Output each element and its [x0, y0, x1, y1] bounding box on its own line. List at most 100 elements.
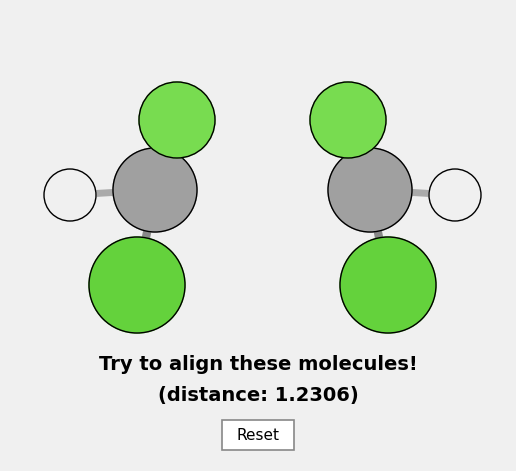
Circle shape [373, 267, 382, 277]
Circle shape [346, 165, 382, 201]
Circle shape [157, 98, 185, 127]
Circle shape [437, 177, 467, 207]
Circle shape [57, 181, 75, 199]
Circle shape [122, 157, 181, 216]
Circle shape [439, 178, 465, 204]
Circle shape [47, 172, 90, 215]
Circle shape [327, 97, 359, 130]
Circle shape [438, 178, 465, 205]
Circle shape [314, 85, 380, 152]
Circle shape [432, 172, 475, 215]
Circle shape [112, 259, 146, 292]
Circle shape [440, 179, 462, 202]
Circle shape [333, 103, 348, 119]
Circle shape [340, 159, 392, 211]
Circle shape [332, 103, 349, 120]
Circle shape [111, 258, 148, 294]
Circle shape [324, 95, 363, 135]
Circle shape [324, 95, 362, 133]
Circle shape [107, 254, 155, 302]
Circle shape [100, 247, 167, 314]
Circle shape [310, 82, 386, 158]
Circle shape [329, 149, 411, 231]
Circle shape [431, 171, 477, 217]
Circle shape [159, 101, 181, 122]
Circle shape [129, 162, 171, 205]
Circle shape [155, 97, 188, 130]
Circle shape [370, 266, 385, 280]
Circle shape [366, 261, 393, 288]
Circle shape [45, 171, 93, 219]
Circle shape [61, 185, 68, 191]
Circle shape [374, 269, 379, 274]
Circle shape [357, 174, 365, 183]
Circle shape [57, 181, 74, 198]
Circle shape [338, 158, 395, 214]
Circle shape [97, 244, 171, 319]
Circle shape [96, 244, 173, 321]
Circle shape [89, 237, 185, 333]
Circle shape [320, 92, 368, 139]
Circle shape [372, 267, 383, 278]
Circle shape [356, 252, 409, 305]
Circle shape [434, 174, 472, 211]
Circle shape [165, 106, 172, 114]
Circle shape [336, 156, 397, 217]
Circle shape [339, 158, 394, 213]
Circle shape [56, 180, 76, 200]
Circle shape [148, 90, 201, 143]
Circle shape [330, 101, 353, 123]
Circle shape [144, 87, 207, 149]
Circle shape [59, 183, 71, 195]
Circle shape [375, 270, 378, 272]
Circle shape [311, 83, 385, 157]
FancyBboxPatch shape [222, 420, 294, 450]
Circle shape [445, 184, 454, 193]
Circle shape [359, 255, 405, 300]
Circle shape [132, 166, 166, 199]
Circle shape [109, 255, 152, 299]
Circle shape [446, 186, 452, 191]
Circle shape [136, 169, 159, 193]
Circle shape [161, 103, 178, 120]
Circle shape [49, 173, 89, 213]
Circle shape [314, 86, 379, 151]
Circle shape [92, 240, 179, 327]
Circle shape [436, 175, 470, 209]
Circle shape [123, 269, 128, 274]
Circle shape [127, 161, 173, 207]
Circle shape [336, 155, 399, 219]
Circle shape [334, 105, 346, 116]
Circle shape [114, 260, 144, 291]
Circle shape [141, 174, 150, 183]
Circle shape [336, 106, 342, 112]
Circle shape [143, 176, 147, 180]
Circle shape [158, 100, 183, 125]
Circle shape [439, 179, 464, 203]
Circle shape [343, 162, 387, 206]
Text: (distance: 1.2306): (distance: 1.2306) [157, 385, 359, 405]
Circle shape [323, 94, 365, 136]
Circle shape [319, 90, 370, 142]
Circle shape [50, 174, 86, 211]
Circle shape [45, 170, 94, 219]
Circle shape [121, 155, 184, 219]
Circle shape [61, 186, 67, 191]
Circle shape [441, 180, 461, 200]
Circle shape [46, 171, 92, 217]
Circle shape [58, 182, 73, 197]
Circle shape [163, 105, 174, 116]
Circle shape [351, 169, 374, 193]
Circle shape [431, 171, 478, 218]
Circle shape [121, 267, 133, 278]
Circle shape [448, 187, 449, 188]
Text: Reset: Reset [236, 428, 280, 442]
Circle shape [318, 90, 372, 143]
Circle shape [345, 242, 427, 324]
Circle shape [91, 239, 182, 330]
Circle shape [165, 106, 171, 112]
Circle shape [143, 86, 208, 151]
Circle shape [110, 256, 151, 297]
Circle shape [330, 150, 408, 228]
Circle shape [154, 96, 190, 132]
